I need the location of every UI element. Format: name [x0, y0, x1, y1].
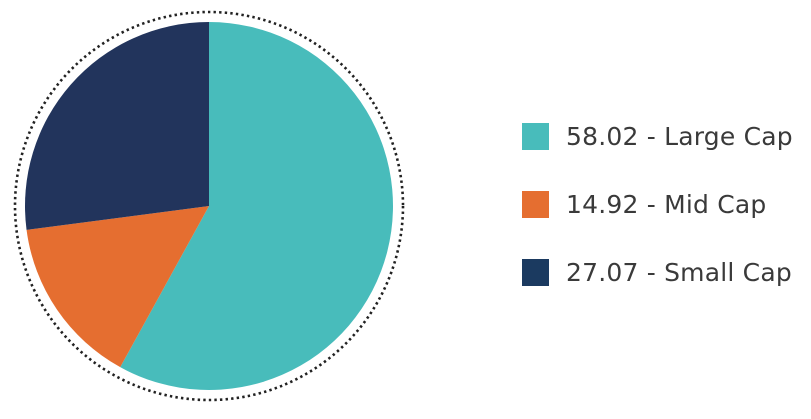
- pie-slice-small-cap: [24, 22, 209, 230]
- pie-slice-large-cap: [120, 22, 394, 390]
- legend-label-large-cap: 58.02 - Large Cap: [566, 121, 793, 151]
- legend-item-mid-cap: 14.92 - Mid Cap: [522, 186, 811, 222]
- legend-item-large-cap: 58.02 - Large Cap: [522, 118, 811, 154]
- legend: 58.02 - Large Cap 14.92 - Mid Cap 27.07 …: [522, 118, 811, 322]
- legend-label-small-cap: 27.07 - Small Cap: [566, 257, 792, 287]
- legend-item-small-cap: 27.07 - Small Cap: [522, 254, 811, 290]
- legend-swatch-large-cap: [522, 122, 549, 150]
- legend-swatch-small-cap: [522, 258, 549, 286]
- pie-slices: [24, 22, 394, 390]
- legend-swatch-mid-cap: [522, 190, 549, 218]
- legend-label-mid-cap: 14.92 - Mid Cap: [566, 189, 767, 219]
- pie-chart: [13, 10, 405, 402]
- pie-dotted-outline: [13, 10, 405, 402]
- pie-slice-mid-cap: [26, 206, 209, 368]
